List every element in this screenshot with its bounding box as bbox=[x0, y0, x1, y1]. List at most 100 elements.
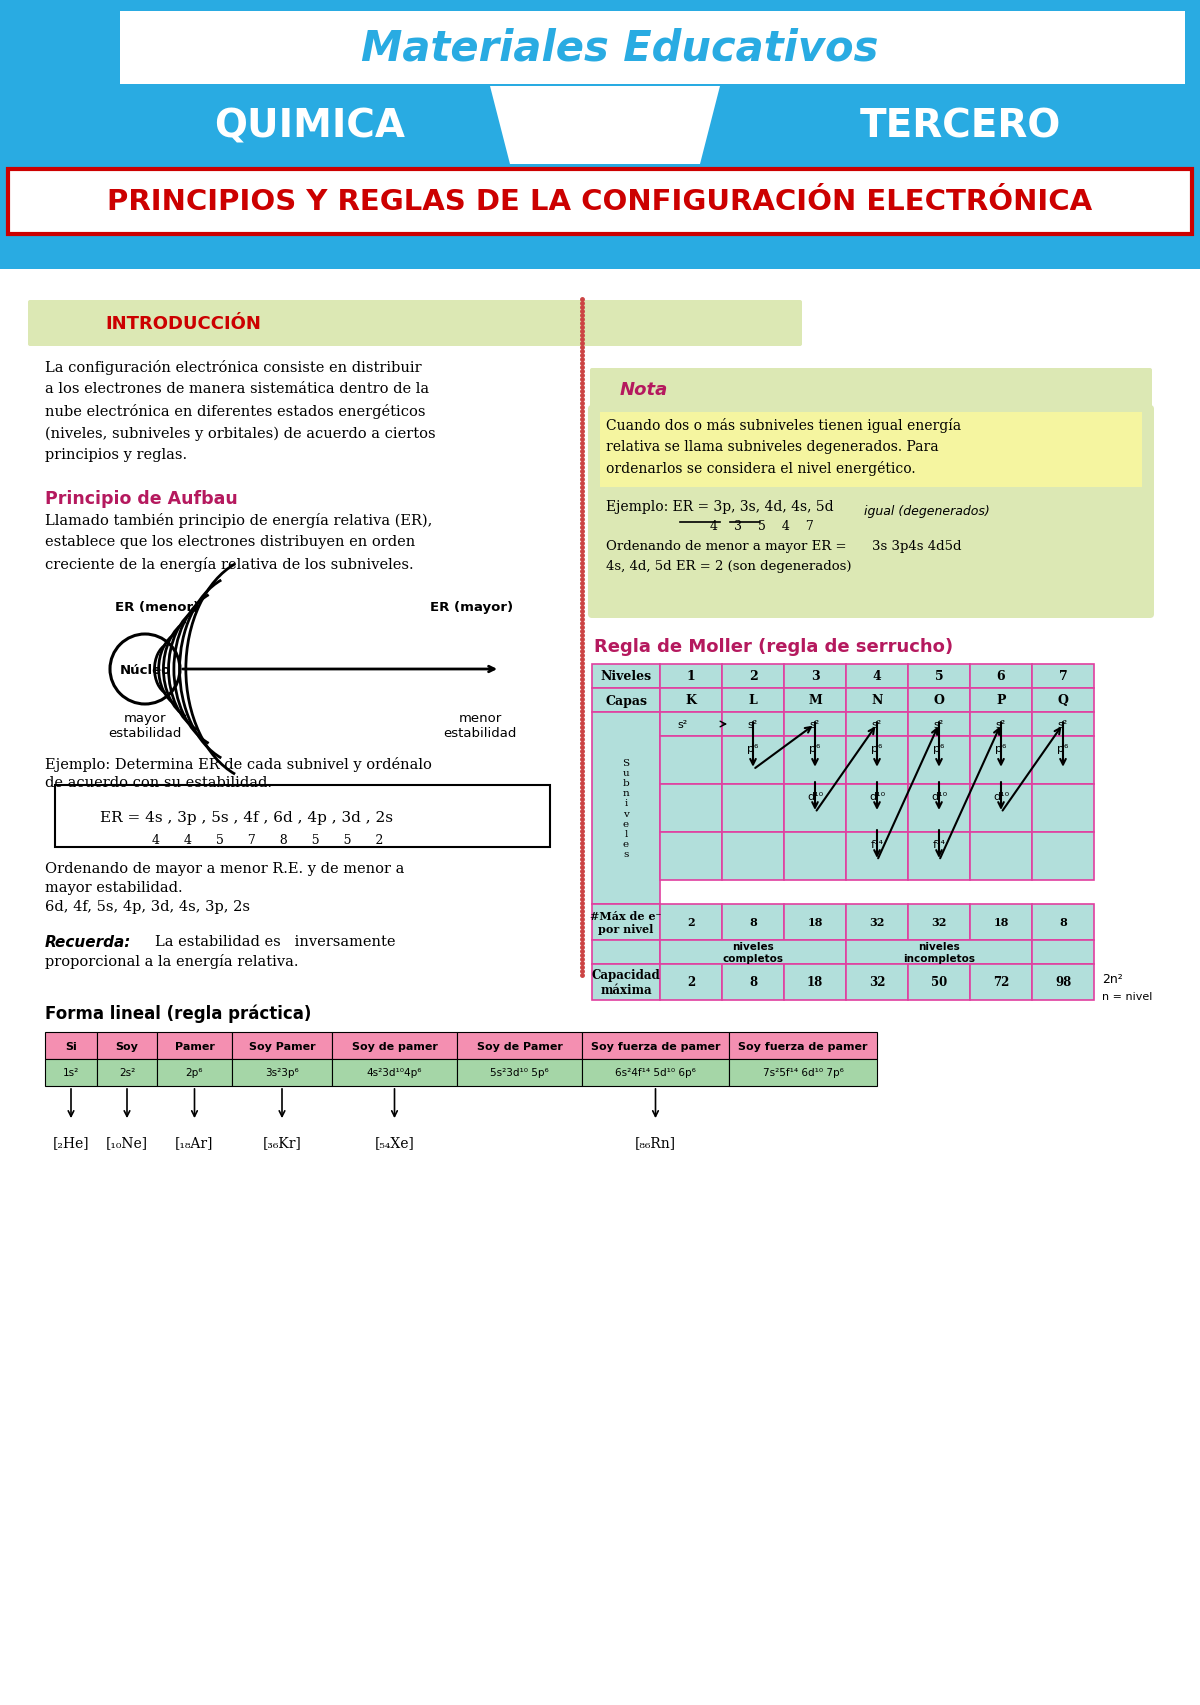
Text: PRINCIPIOS Y REGLAS DE LA CONFIGURACIÓN ELECTRÓNICA: PRINCIPIOS Y REGLAS DE LA CONFIGURACIÓN … bbox=[108, 188, 1092, 217]
Text: proporcional a la energía relativa.: proporcional a la energía relativa. bbox=[46, 953, 299, 968]
Text: Soy fuerza de pamer: Soy fuerza de pamer bbox=[738, 1040, 868, 1050]
Text: f¹⁴: f¹⁴ bbox=[932, 839, 946, 849]
Text: 6: 6 bbox=[997, 670, 1006, 684]
Text: 8: 8 bbox=[749, 975, 757, 989]
Bar bbox=[784, 904, 846, 941]
Bar bbox=[722, 713, 784, 737]
Text: s²: s² bbox=[810, 720, 820, 730]
Text: O: O bbox=[934, 694, 944, 708]
Text: niveles
incompletos: niveles incompletos bbox=[904, 941, 974, 963]
Bar bbox=[120, 12, 1186, 85]
Bar bbox=[722, 965, 784, 1001]
Text: Núcleo: Núcleo bbox=[119, 663, 170, 677]
Text: 3: 3 bbox=[811, 670, 820, 684]
Text: p⁶: p⁶ bbox=[995, 743, 1007, 754]
Bar bbox=[660, 965, 722, 1001]
Text: p⁶: p⁶ bbox=[1057, 743, 1069, 754]
Bar bbox=[46, 1033, 97, 1059]
Bar bbox=[600, 413, 1142, 488]
Bar bbox=[846, 904, 908, 941]
Text: d¹⁰: d¹⁰ bbox=[992, 791, 1009, 801]
Text: S
u
b
n
i
v
e
l
e
s: S u b n i v e l e s bbox=[623, 759, 630, 858]
Text: ER (mayor): ER (mayor) bbox=[430, 602, 514, 614]
Text: 2: 2 bbox=[749, 670, 757, 684]
Bar bbox=[846, 737, 908, 784]
Text: 6s²4f¹⁴ 5d¹⁰ 6p⁶: 6s²4f¹⁴ 5d¹⁰ 6p⁶ bbox=[616, 1067, 696, 1078]
Text: Capacidad
máxima: Capacidad máxima bbox=[592, 968, 660, 996]
FancyBboxPatch shape bbox=[588, 406, 1154, 619]
Bar bbox=[660, 904, 722, 941]
Text: 32: 32 bbox=[869, 975, 886, 989]
Text: 98: 98 bbox=[1055, 975, 1072, 989]
Bar bbox=[232, 1059, 332, 1086]
Text: Regla de Moller (regla de serrucho): Regla de Moller (regla de serrucho) bbox=[594, 638, 953, 656]
Text: 32: 32 bbox=[869, 917, 884, 928]
Text: 18: 18 bbox=[994, 917, 1009, 928]
Text: 2: 2 bbox=[686, 975, 695, 989]
Bar bbox=[660, 665, 722, 689]
Text: [₂He]: [₂He] bbox=[53, 1136, 89, 1149]
Bar bbox=[846, 832, 908, 880]
Text: n = nivel: n = nivel bbox=[1102, 992, 1152, 1003]
Text: 1s²: 1s² bbox=[62, 1067, 79, 1078]
Text: Cuando dos o más subniveles tienen igual energía
relativa se llama subniveles de: Cuando dos o más subniveles tienen igual… bbox=[606, 418, 961, 476]
Text: 3s²3p⁶: 3s²3p⁶ bbox=[265, 1067, 299, 1078]
Bar bbox=[660, 713, 722, 737]
Bar bbox=[970, 713, 1032, 737]
Text: Ejemplo: ER = 3p, 3s, 4d, 4s, 5d: Ejemplo: ER = 3p, 3s, 4d, 4s, 5d bbox=[606, 500, 834, 513]
Bar bbox=[0, 0, 1200, 269]
Bar bbox=[784, 689, 846, 713]
Text: L: L bbox=[749, 694, 757, 708]
Bar bbox=[1032, 965, 1094, 1001]
Bar bbox=[908, 965, 970, 1001]
Bar bbox=[592, 965, 660, 1001]
Text: [₃₆Kr]: [₃₆Kr] bbox=[263, 1136, 301, 1149]
Text: Ordenando de mayor a menor R.E. y de menor a: Ordenando de mayor a menor R.E. y de men… bbox=[46, 861, 404, 875]
Text: igual (degenerados): igual (degenerados) bbox=[864, 505, 990, 518]
Text: Forma lineal (regla práctica): Forma lineal (regla práctica) bbox=[46, 1004, 311, 1023]
Text: Soy fuerza de pamer: Soy fuerza de pamer bbox=[590, 1040, 720, 1050]
Bar bbox=[592, 689, 660, 713]
Bar bbox=[784, 784, 846, 832]
Bar bbox=[157, 1059, 232, 1086]
Bar bbox=[722, 665, 784, 689]
Text: Llamado también principio de energía relativa (ER),
establece que los electrones: Llamado también principio de energía rel… bbox=[46, 513, 432, 571]
Text: 18: 18 bbox=[806, 975, 823, 989]
Text: [₅₄Xe]: [₅₄Xe] bbox=[374, 1136, 414, 1149]
Bar bbox=[97, 1059, 157, 1086]
Bar bbox=[908, 713, 970, 737]
Bar bbox=[722, 737, 784, 784]
Text: La estabilidad es   inversamente: La estabilidad es inversamente bbox=[155, 934, 396, 948]
Text: Q: Q bbox=[1057, 694, 1068, 708]
Bar bbox=[846, 665, 908, 689]
Bar bbox=[1032, 689, 1094, 713]
Bar bbox=[0, 87, 120, 165]
Bar bbox=[908, 904, 970, 941]
FancyBboxPatch shape bbox=[28, 300, 802, 346]
Bar bbox=[846, 784, 908, 832]
Bar bbox=[457, 1059, 582, 1086]
Text: f¹⁴: f¹⁴ bbox=[870, 839, 883, 849]
Text: mayor
estabilidad: mayor estabilidad bbox=[108, 711, 181, 740]
Text: 4s, 4d, 5d ER = 2 (son degenerados): 4s, 4d, 5d ER = 2 (son degenerados) bbox=[606, 559, 852, 573]
Text: Ordenando de menor a mayor ER =      3s 3p4s 4d5d: Ordenando de menor a mayor ER = 3s 3p4s … bbox=[606, 540, 961, 552]
Bar bbox=[970, 737, 1032, 784]
Bar bbox=[730, 1059, 877, 1086]
Bar bbox=[908, 689, 970, 713]
Text: 4      4      5      7      8      5      5      2: 4 4 5 7 8 5 5 2 bbox=[116, 834, 383, 846]
Text: N: N bbox=[871, 694, 883, 708]
Bar bbox=[582, 1033, 730, 1059]
Bar bbox=[157, 1033, 232, 1059]
Bar bbox=[970, 965, 1032, 1001]
Text: 2s²: 2s² bbox=[119, 1067, 136, 1078]
Bar bbox=[908, 737, 970, 784]
Bar bbox=[97, 1033, 157, 1059]
Text: 2: 2 bbox=[688, 917, 695, 928]
FancyBboxPatch shape bbox=[590, 368, 1152, 409]
Text: Si: Si bbox=[65, 1040, 77, 1050]
Text: Niveles: Niveles bbox=[600, 670, 652, 684]
Text: s²: s² bbox=[748, 720, 758, 730]
Bar bbox=[1032, 904, 1094, 941]
Text: 7: 7 bbox=[1058, 670, 1067, 684]
Bar bbox=[846, 965, 908, 1001]
